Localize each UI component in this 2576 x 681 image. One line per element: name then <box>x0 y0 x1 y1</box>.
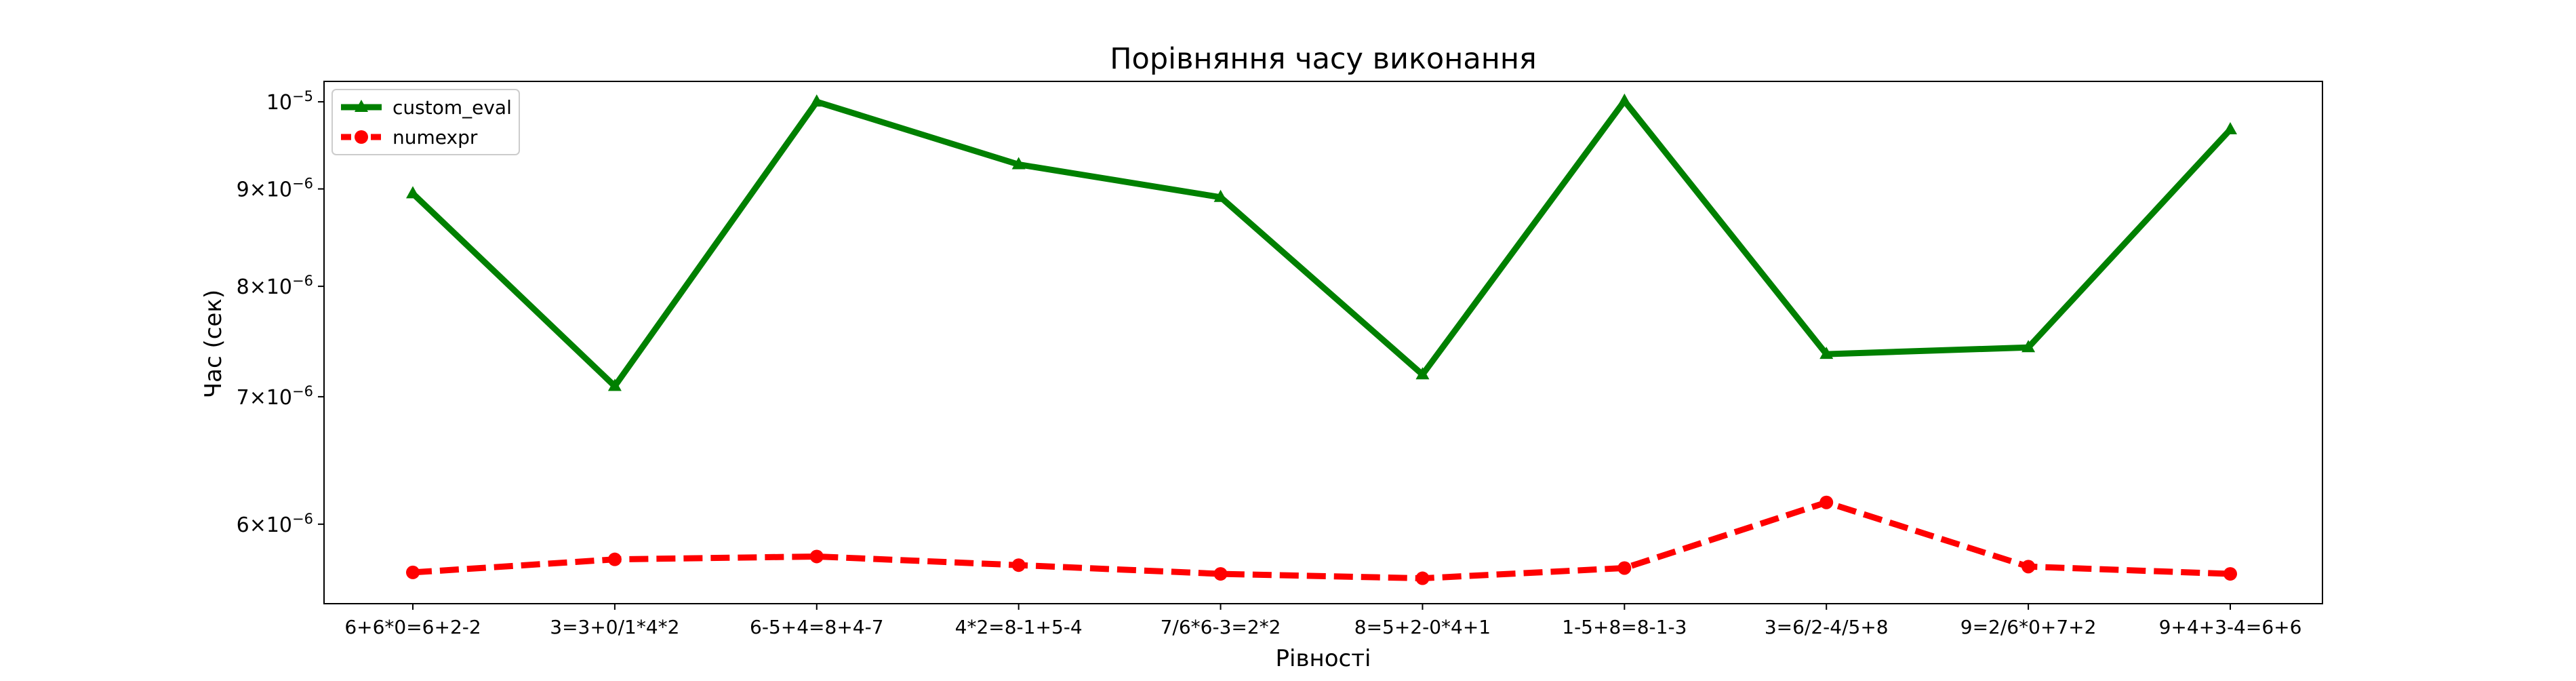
plot-frame <box>323 81 2323 604</box>
data-point-numexpr <box>1213 567 1228 581</box>
series-line-custom_eval <box>410 98 2233 389</box>
data-point-custom_eval <box>607 378 622 391</box>
y-tick-label: 10−5 <box>266 88 313 115</box>
data-point-custom_eval <box>1415 367 1430 380</box>
x-tick-label: 9=2/6*0+7+2 <box>1960 616 2097 638</box>
data-point-numexpr <box>2021 560 2036 574</box>
data-point-custom_eval <box>1617 93 1632 106</box>
data-point-numexpr <box>2223 567 2237 581</box>
y-tick-mantissa: 8 <box>237 275 249 299</box>
x-tick-label: 7/6*6-3=2*2 <box>1161 616 1281 638</box>
x-tick-label: 6-5+4=8+4-7 <box>750 616 883 638</box>
y-tick-label: 7×10−6 <box>237 383 313 410</box>
y-tick-exponent: −5 <box>292 88 313 104</box>
y-tick-base: 10 <box>266 386 292 410</box>
y-tick-label: 9×10−6 <box>237 176 313 202</box>
y-tick-base: 10 <box>266 91 292 115</box>
x-tick-label: 3=3+0/1*4*2 <box>550 616 679 638</box>
data-point-numexpr <box>1819 495 1834 509</box>
x-axis-label: Рівності <box>1276 645 1371 672</box>
data-point-custom_eval <box>1213 189 1228 202</box>
legend-label: numexpr <box>393 126 478 149</box>
legend-label: custom_eval <box>393 96 512 119</box>
y-tick-exponent: −6 <box>292 383 313 400</box>
y-tick-mantissa: 9 <box>237 178 249 202</box>
y-axis-label: Час (сек) <box>200 290 227 398</box>
data-point-numexpr <box>1011 558 1026 572</box>
data-point-custom_eval <box>2223 122 2237 135</box>
data-point-numexpr <box>607 552 622 566</box>
x-tick-label: 6+6*0=6+2-2 <box>344 616 481 638</box>
data-point-custom_eval <box>2021 340 2036 353</box>
y-tick-label: 8×10−6 <box>237 273 313 299</box>
series-line-numexpr <box>412 499 2231 582</box>
data-point-custom_eval <box>1819 347 1834 359</box>
data-point-numexpr <box>406 565 420 579</box>
data-point-numexpr <box>1617 561 1632 575</box>
x-tick-label: 1-5+8=8-1-3 <box>1562 616 1687 638</box>
y-tick-base: 10 <box>266 513 292 537</box>
chart-title: Порівняння часу виконання <box>1110 42 1537 76</box>
legend-marker-custom_eval <box>355 100 368 112</box>
y-tick-exponent: −6 <box>292 511 313 527</box>
data-point-numexpr <box>809 549 824 564</box>
y-tick-base: 10 <box>266 275 292 299</box>
plot-area: 6+6*0=6+2-2 3=3+0/1*4*2 6-5+4=8+4-7 4*2=8-1… <box>237 81 2323 638</box>
y-tick-exponent: −6 <box>292 176 313 192</box>
data-point-custom_eval <box>406 186 420 199</box>
legend-marker-numexpr <box>355 130 368 144</box>
x-tick-label: 4*2=8-1+5-4 <box>955 616 1083 638</box>
y-tick-exponent: −6 <box>292 273 313 289</box>
x-tick-label: 9+4+3-4=6+6 <box>2159 616 2302 638</box>
x-tick-label: 8=5+2-0*4+1 <box>1354 616 1491 638</box>
x-tick-label: 3=6/2-4/5+8 <box>1765 616 1889 638</box>
y-tick-mantissa: 6 <box>237 513 249 537</box>
y-tick-base: 10 <box>266 178 292 202</box>
y-tick-label: 6×10−6 <box>237 511 313 537</box>
data-point-numexpr <box>1415 571 1430 585</box>
data-point-custom_eval <box>1011 157 1026 170</box>
data-point-custom_eval <box>809 94 824 107</box>
y-tick-mantissa: 7 <box>237 386 249 410</box>
